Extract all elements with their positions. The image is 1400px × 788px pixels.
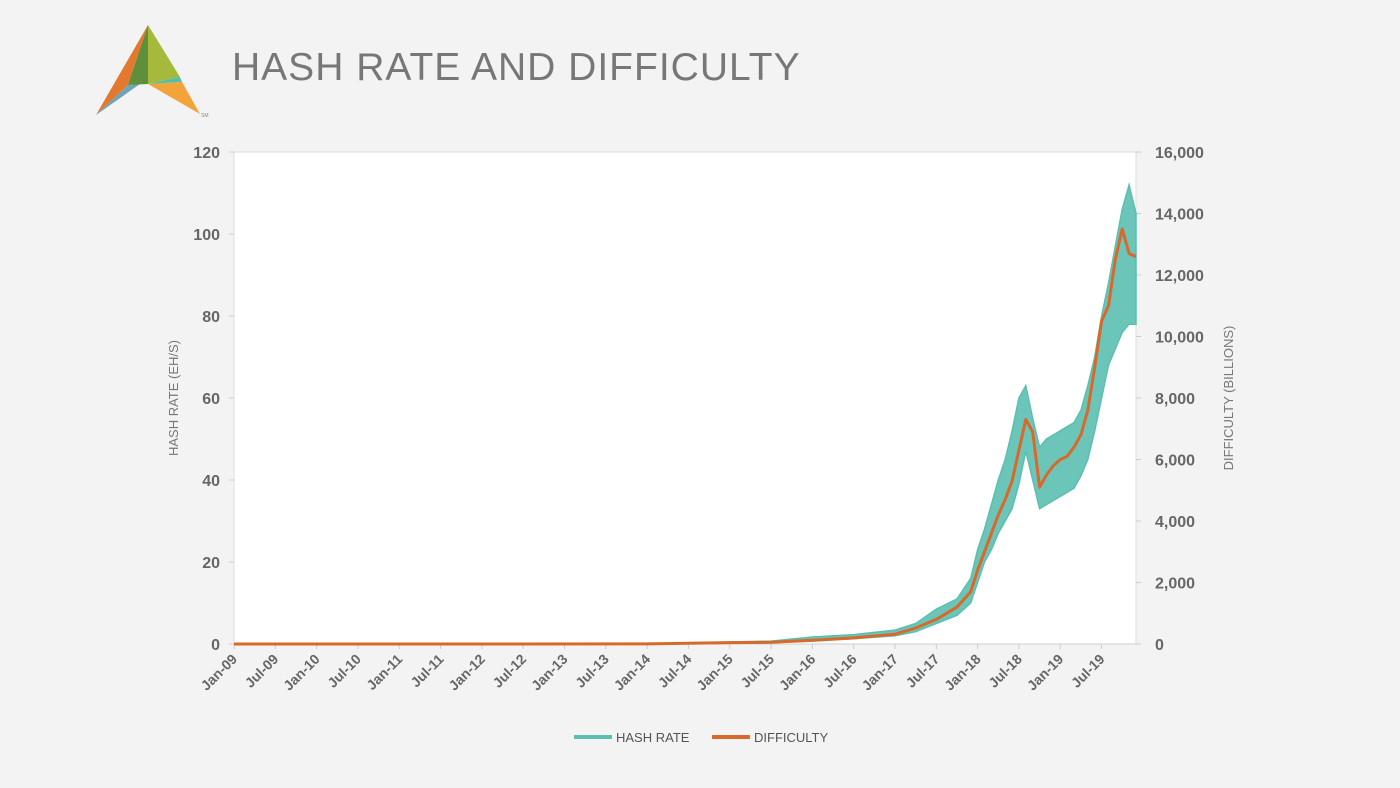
left-tick-label: 60 (202, 391, 220, 408)
page-title: HASH RATE AND DIFFICULTY (232, 46, 801, 89)
x-tick-label: Jan-15 (693, 651, 736, 694)
x-tick-label: Jan-12 (445, 651, 488, 694)
company-logo: SM (96, 25, 209, 119)
series-hash-rate-band (234, 181, 1137, 645)
x-tick-label: Jan-18 (941, 651, 984, 694)
x-tick-label: Jul-16 (820, 651, 860, 691)
x-tick-label: Jul-11 (407, 651, 447, 691)
legend: HASH RATE DIFFICULTY (574, 730, 828, 745)
x-tick-label: Jan-16 (776, 651, 819, 694)
right-tick-label: 14,000 (1155, 207, 1204, 224)
x-tick-label: Jan-14 (611, 651, 654, 694)
left-tick-label: 80 (202, 309, 220, 326)
right-axis-ticks: 0 2,000 4,000 6,000 8,000 10,000 12,000 14,000 1… (1136, 145, 1204, 654)
left-axis-ticks: 0 20 40 60 80 100 120 (193, 145, 234, 654)
x-tick-label: Jul-13 (572, 651, 612, 691)
left-tick-label: 120 (193, 145, 220, 162)
x-tick-label: Jul-09 (242, 651, 282, 691)
right-tick-label: 16,000 (1155, 145, 1204, 162)
x-tick-label: Jul-10 (324, 651, 364, 691)
x-tick-label: Jul-17 (903, 651, 943, 691)
right-tick-label: 12,000 (1155, 268, 1204, 285)
x-tick-label: Jul-15 (737, 651, 777, 691)
right-tick-label: 8,000 (1155, 391, 1195, 408)
x-tick-label: Jan-09 (197, 651, 240, 694)
x-tick-label: Jul-14 (655, 651, 695, 691)
series-layer (234, 181, 1137, 646)
left-tick-label: 100 (193, 227, 220, 244)
x-tick-label: Jan-11 (363, 651, 405, 693)
right-tick-label: 4,000 (1155, 514, 1195, 531)
x-tick-label: Jan-17 (858, 651, 901, 694)
right-tick-label: 0 (1155, 637, 1164, 654)
left-tick-label: 0 (211, 637, 220, 654)
y-axis-left-title: HASH RATE (EH/S) (166, 340, 181, 456)
plot-area (233, 151, 1137, 645)
x-tick-label: Jan-10 (280, 651, 323, 694)
right-tick-label: 10,000 (1155, 330, 1204, 347)
logo-mark: SM (201, 113, 209, 119)
legend-label: HASH RATE (616, 730, 690, 745)
left-tick-label: 40 (202, 473, 220, 490)
series-difficulty-line (234, 227, 1137, 646)
x-tick-label: Jul-18 (985, 651, 1025, 691)
x-tick-label: Jul-12 (489, 651, 529, 691)
x-tick-label: Jul-19 (1068, 651, 1108, 691)
left-tick-label: 20 (202, 555, 220, 572)
right-tick-label: 6,000 (1155, 453, 1195, 470)
x-tick-label: Jan-13 (528, 651, 571, 694)
x-tick-label: Jan-19 (1024, 651, 1067, 694)
right-tick-label: 2,000 (1155, 576, 1195, 593)
y-axis-right-title: DIFFICULTY (BILLIONS) (1221, 326, 1236, 471)
legend-label: DIFFICULTY (754, 730, 828, 745)
